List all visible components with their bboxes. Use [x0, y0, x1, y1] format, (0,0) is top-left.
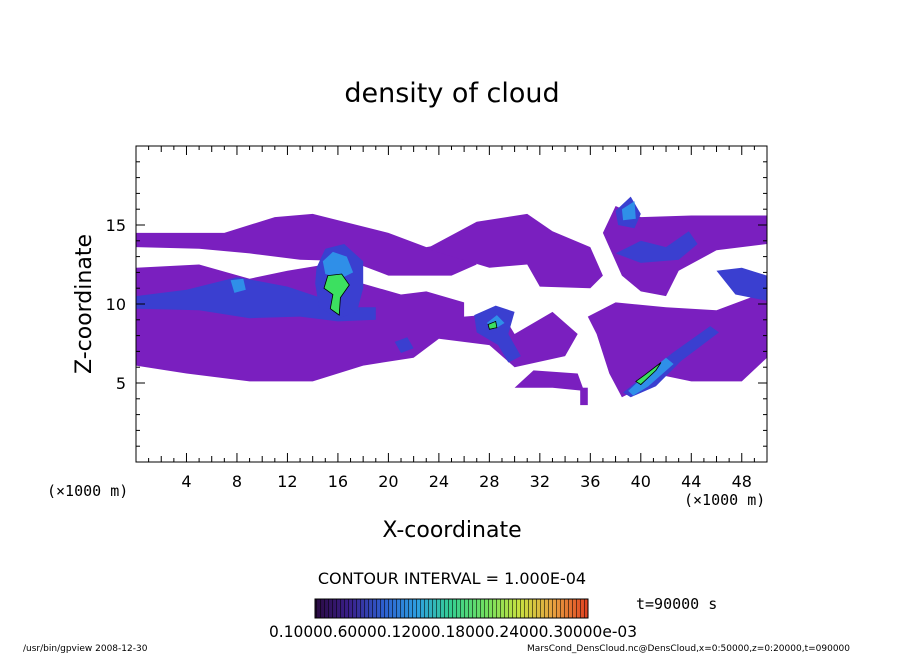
colorbar-labels: 0.10000.60000.12000.18000.24000.30000e-0…: [269, 622, 637, 641]
x-axis-label: X-coordinate: [382, 518, 521, 543]
footer-right: MarsCond_DensCloud.nc@DensCloud,x=0:5000…: [527, 644, 850, 654]
density-region-low: [587, 291, 767, 398]
y-tick-label: 15: [106, 216, 126, 235]
colorbar: [314, 598, 589, 619]
x-unit-left: (×1000 m): [47, 482, 128, 500]
y-tick-label: 10: [106, 295, 126, 314]
x-unit-right: (×1000 m): [684, 491, 765, 509]
density-region-low: [580, 387, 588, 406]
x-tick-label: 16: [328, 472, 348, 491]
y-ticks: 5 10 15: [106, 161, 767, 447]
x-tick-label: 40: [631, 472, 651, 491]
density-region-mid: [615, 231, 698, 263]
density-region-high: [628, 357, 674, 396]
y-axis-label: Z-coordinate: [72, 234, 97, 374]
density-field: [136, 196, 767, 406]
x-tick-label: 8: [232, 472, 242, 491]
density-region-peak: [323, 273, 350, 316]
x-tick-label: 20: [378, 472, 398, 491]
density-region-mid: [474, 305, 521, 363]
chart-title: density of cloud: [344, 78, 559, 109]
x-tick-label: 12: [277, 472, 297, 491]
x-tick-label: 36: [580, 472, 600, 491]
x-tick-label: 48: [732, 472, 752, 491]
time-label: t=90000 s: [636, 595, 717, 613]
footer-left: /usr/bin/gpview 2008-12-30: [23, 644, 148, 654]
x-ticks: 4 8 12 16 20 24 28 32 36 40 44 48: [148, 146, 755, 491]
density-region-mid: [394, 337, 414, 353]
x-tick-label: 32: [530, 472, 550, 491]
y-tick-label: 5: [116, 374, 126, 393]
density-region-low: [136, 213, 477, 276]
x-tick-label: 24: [429, 472, 449, 491]
density-region-high: [230, 278, 246, 293]
contour-interval: CONTOUR INTERVAL = 1.000E-04: [318, 569, 586, 588]
density-region-mid: [136, 277, 376, 322]
density-region-peak: [487, 320, 498, 330]
density-region-mid: [716, 267, 767, 301]
x-tick-label: 4: [181, 472, 191, 491]
density-region-high: [322, 251, 354, 279]
x-tick-label: 44: [681, 472, 701, 491]
density-region-high: [621, 201, 636, 221]
density-region-peak: [635, 362, 662, 386]
density-region-low: [514, 370, 584, 391]
density-region-low: [426, 213, 603, 289]
colorbar-contour-lines: [315, 599, 588, 618]
x-tick-label: 28: [479, 472, 499, 491]
